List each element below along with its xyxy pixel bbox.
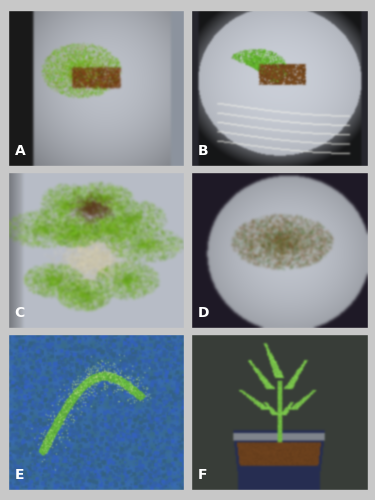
Text: F: F xyxy=(198,468,208,482)
Text: E: E xyxy=(15,468,24,482)
Text: C: C xyxy=(15,306,25,320)
Text: B: B xyxy=(198,144,209,158)
Text: A: A xyxy=(15,144,25,158)
Text: D: D xyxy=(198,306,210,320)
